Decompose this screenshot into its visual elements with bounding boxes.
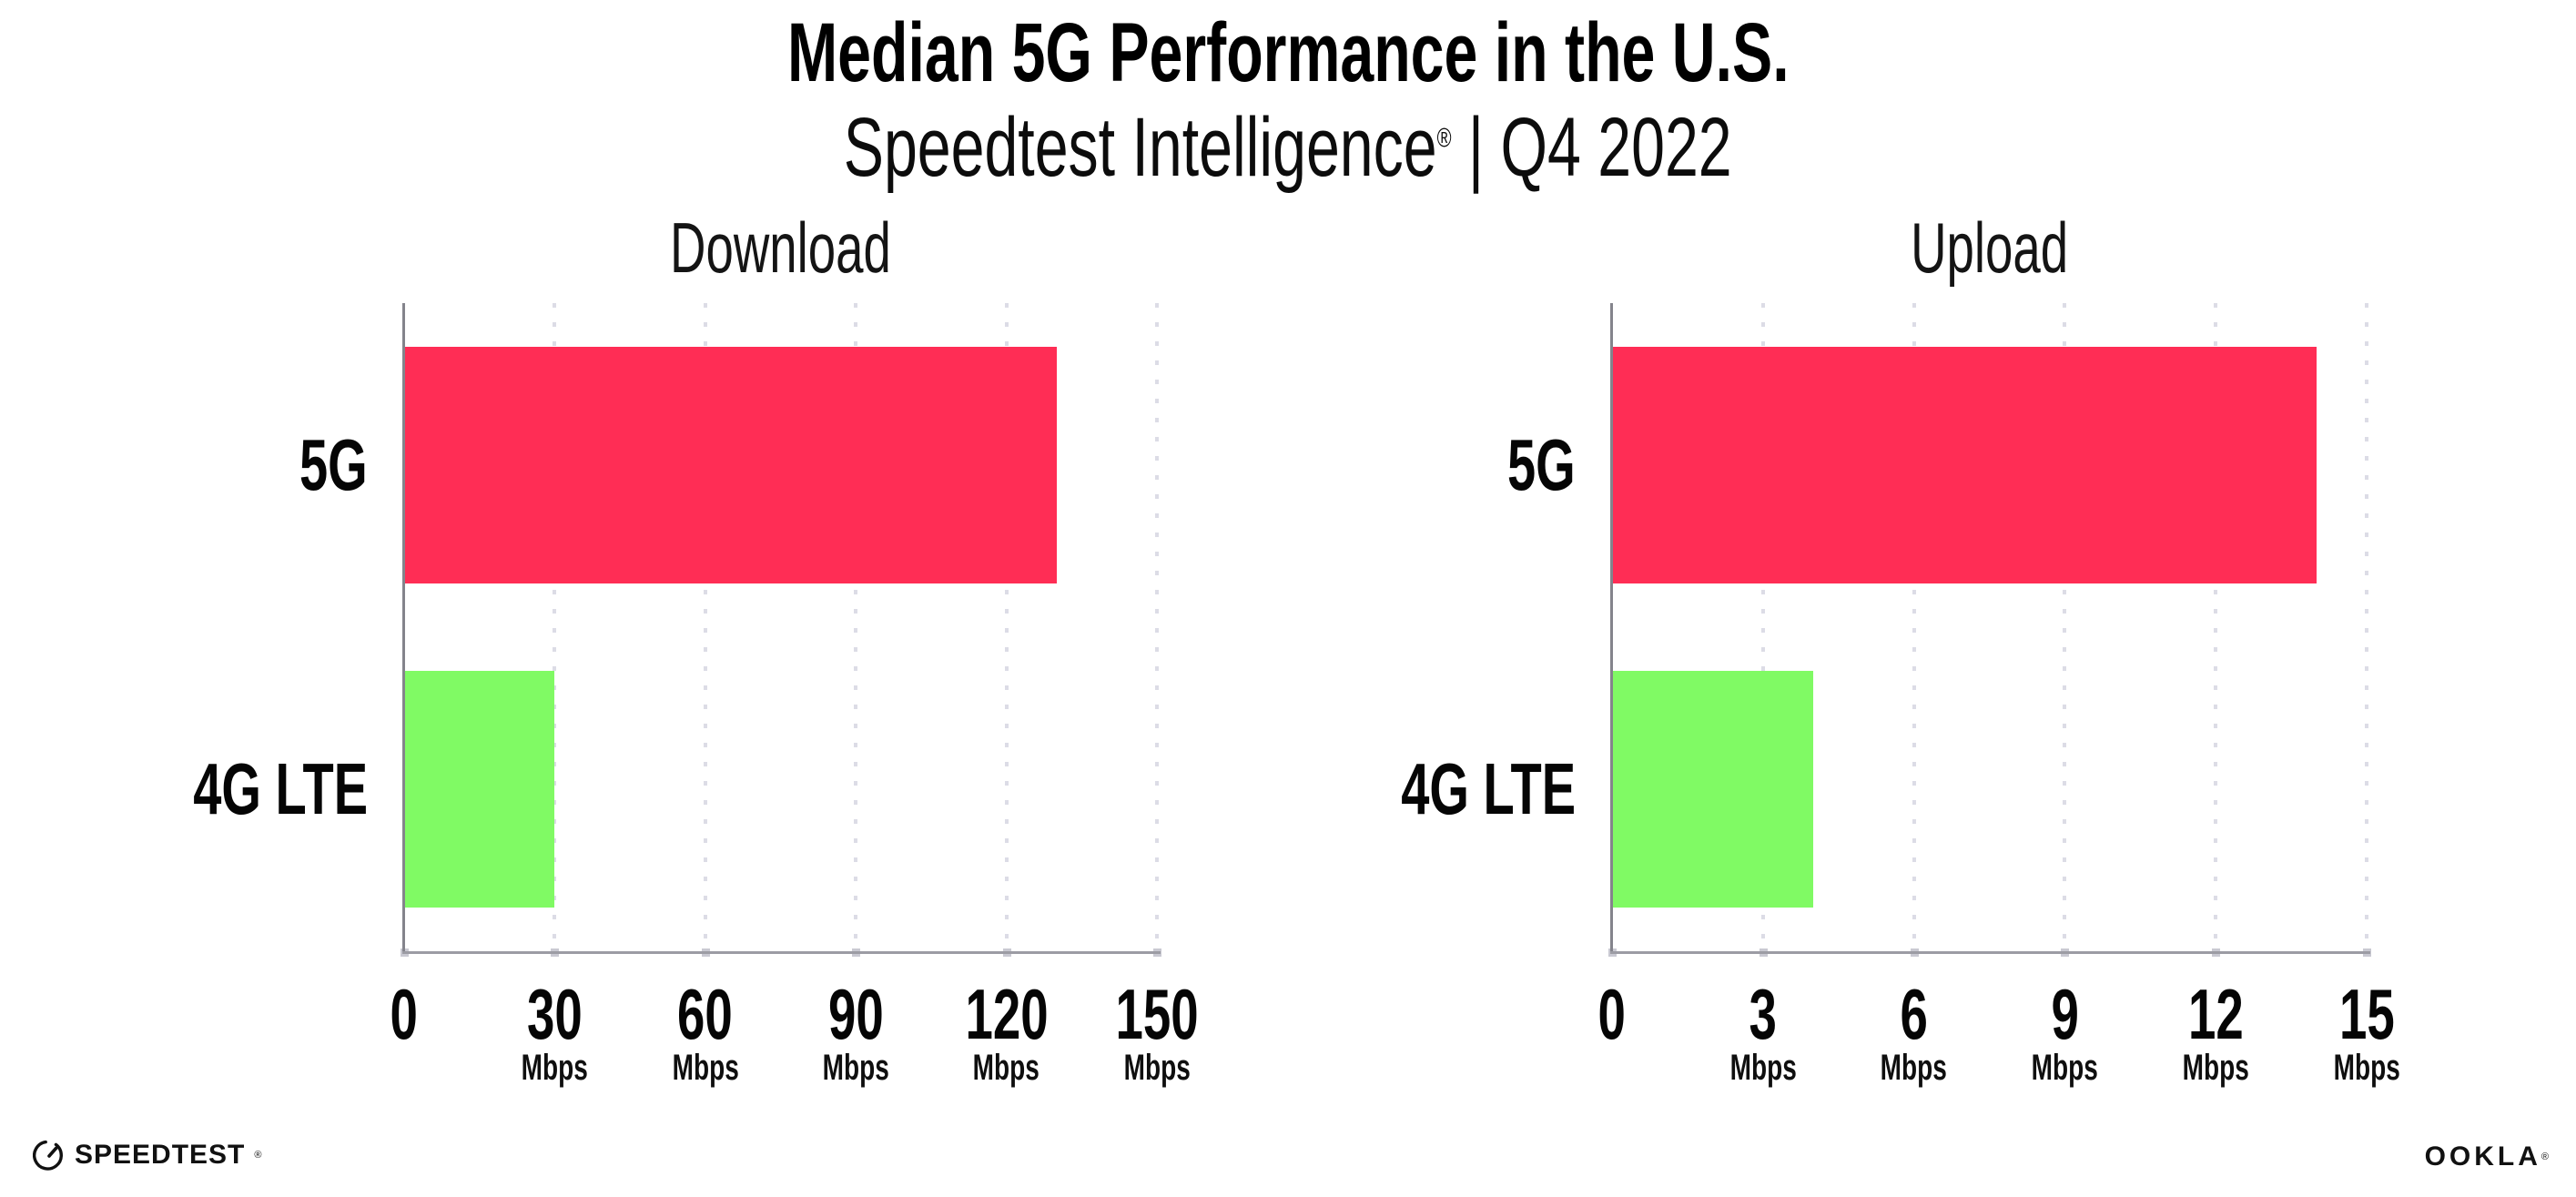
category-label-upload-4g-lte: 4G LTE — [1121, 742, 1576, 837]
tick-label-upload-15-text: 15 — [2338, 974, 2395, 1054]
tick-label-download-30: 30 — [445, 976, 664, 1052]
tick-label-download-30-text: 30 — [527, 974, 583, 1054]
subtitle-brand: Speedtest Intelligence — [844, 101, 1437, 194]
tick-label-download-60-text: 60 — [677, 974, 734, 1054]
gridline-download-60 — [703, 303, 707, 951]
x-axis-line-upload — [1610, 951, 2370, 954]
category-label-download-4g-lte-text: 4G LTE — [193, 748, 368, 829]
tick-unit-label-download-90-text: Mbps — [822, 1048, 889, 1088]
tick-label-upload-12-text: 12 — [2187, 974, 2244, 1054]
x-axis-line-download — [402, 951, 1161, 954]
gridline-download-150 — [1155, 303, 1159, 951]
tick-label-upload-6-text: 6 — [1900, 974, 1928, 1054]
tick-unit-label-upload-6-text: Mbps — [1881, 1048, 1948, 1088]
tick-label-download-150-text: 150 — [1115, 974, 1199, 1054]
gridline-download-90 — [854, 303, 858, 951]
tick-label-upload-9: 9 — [1955, 976, 2174, 1052]
tick-label-upload-15: 15 — [2257, 976, 2476, 1052]
page-subtitle-text: Speedtest Intelligence® | Q4 2022 — [844, 96, 1732, 198]
ookla-logo: OOKLA ® — [2424, 1141, 2549, 1172]
tick-unit-label-download-30-text: Mbps — [521, 1048, 588, 1088]
gridline-download-120 — [1004, 303, 1009, 951]
page-subtitle: Speedtest Intelligence® | Q4 2022 — [0, 96, 2576, 198]
tick-label-download-120-text: 120 — [965, 974, 1049, 1054]
tick-unit-label-download-30: Mbps — [445, 1047, 664, 1089]
tick-label-upload-0-text: 0 — [1597, 974, 1627, 1054]
speedtest-gauge-icon — [33, 1139, 66, 1172]
tick-label-download-120: 120 — [898, 976, 1116, 1052]
tick-label-download-90: 90 — [746, 976, 965, 1052]
chart-title-download: Download — [404, 208, 1157, 288]
tick-unit-label-download-150: Mbps — [1048, 1047, 1266, 1089]
bar-upload-5g — [1612, 347, 2317, 583]
tick-label-upload-12: 12 — [2106, 976, 2325, 1052]
tick-unit-label-upload-9: Mbps — [1955, 1047, 2174, 1089]
tick-unit-label-download-150-text: Mbps — [1123, 1048, 1191, 1088]
tick-unit-label-download-120-text: Mbps — [973, 1048, 1040, 1088]
page-title: Median 5G Performance in the U.S. — [0, 4, 2576, 102]
tick-unit-label-upload-6: Mbps — [1805, 1047, 2023, 1089]
tick-unit-label-upload-15: Mbps — [2257, 1047, 2476, 1089]
bar-download-4g-lte — [404, 671, 555, 908]
gridline-upload-12 — [2214, 303, 2218, 951]
tick-label-upload-3: 3 — [1654, 976, 1872, 1052]
tick-unit-label-download-120: Mbps — [898, 1047, 1116, 1089]
tick-unit-label-upload-3: Mbps — [1654, 1047, 1872, 1089]
tick-label-download-150: 150 — [1048, 976, 1266, 1052]
gridline-download-30 — [553, 303, 557, 951]
gridline-upload-15 — [2365, 303, 2368, 951]
category-label-download-4g-lte: 4G LTE — [0, 742, 368, 837]
subtitle-period: | Q4 2022 — [1451, 101, 1732, 194]
bar-upload-4g-lte — [1612, 671, 1814, 908]
tick-unit-label-download-60-text: Mbps — [672, 1048, 739, 1088]
tick-unit-label-upload-15-text: Mbps — [2333, 1048, 2400, 1088]
y-axis-line-download — [402, 303, 405, 951]
tick-label-download-0: 0 — [295, 976, 513, 1052]
tick-unit-label-download-60: Mbps — [596, 1047, 815, 1089]
speedtest-logo: SPEEDTEST ® — [33, 1138, 261, 1172]
tick-label-download-0-text: 0 — [390, 974, 419, 1054]
tick-unit-label-upload-12: Mbps — [2106, 1047, 2325, 1089]
tick-unit-label-upload-3-text: Mbps — [1729, 1048, 1797, 1088]
registered-trademark-icon: ® — [1436, 123, 1452, 154]
category-label-download-5g-text: 5G — [299, 424, 368, 505]
gridline-upload-9 — [2063, 303, 2067, 951]
tick-label-upload-3-text: 3 — [1749, 974, 1777, 1054]
tick-label-download-90-text: 90 — [827, 974, 884, 1054]
tick-label-upload-9-text: 9 — [2051, 974, 2079, 1054]
tick-unit-label-upload-9-text: Mbps — [2031, 1048, 2098, 1088]
tick-unit-label-upload-12-text: Mbps — [2182, 1048, 2249, 1088]
category-label-download-5g: 5G — [0, 418, 368, 512]
page-title-text: Median 5G Performance in the U.S. — [786, 6, 1790, 99]
tick-label-upload-6: 6 — [1805, 976, 2023, 1052]
chart-title-upload-text: Upload — [1910, 208, 2069, 288]
y-axis-line-upload — [1610, 303, 1613, 951]
tick-label-upload-0: 0 — [1503, 976, 1721, 1052]
tick-unit-label-download-90: Mbps — [746, 1047, 965, 1089]
chart-title-upload: Upload — [1612, 208, 2367, 288]
gridline-upload-3 — [1760, 303, 1765, 951]
category-label-upload-4g-lte-text: 4G LTE — [1401, 748, 1576, 829]
category-label-upload-5g: 5G — [1121, 418, 1576, 512]
bar-download-5g — [404, 347, 1057, 583]
tick-label-download-60: 60 — [596, 976, 815, 1052]
category-label-upload-5g-text: 5G — [1507, 424, 1576, 505]
speedtest-wordmark: SPEEDTEST — [75, 1140, 246, 1170]
ookla-wordmark: OOKLA — [2424, 1141, 2541, 1172]
chart-title-download-text: Download — [670, 208, 891, 288]
gridline-upload-6 — [1912, 303, 1916, 951]
